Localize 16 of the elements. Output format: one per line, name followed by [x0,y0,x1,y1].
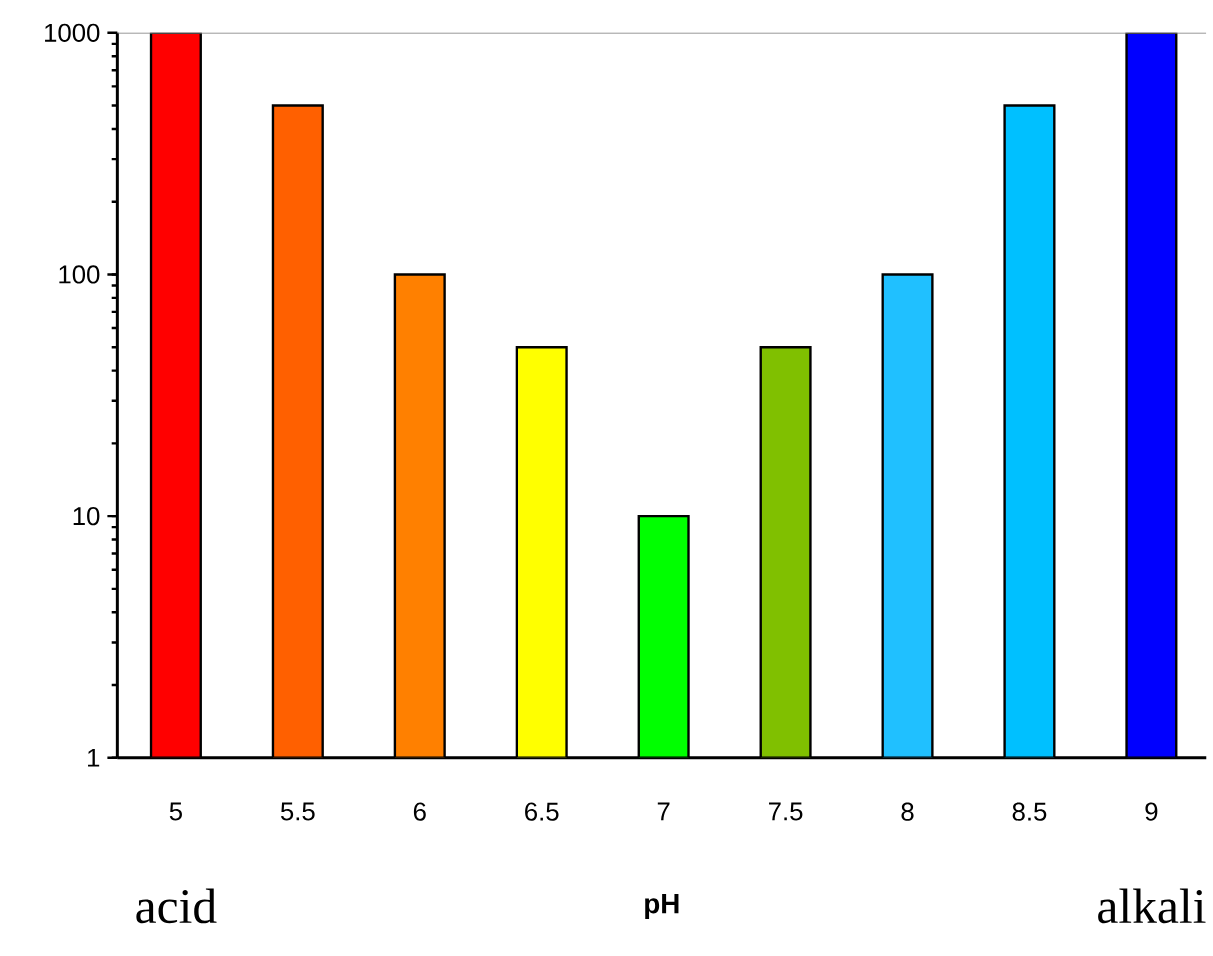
x-tick-label: 8 [901,802,914,821]
x-tick-label: 5.5 [280,802,315,821]
x-tick-label: 9 [1145,802,1158,821]
x-tick-label: 8.5 [1012,802,1047,821]
x-tick-label: 7.5 [769,802,803,821]
x-axis-title: pH [645,894,679,920]
text: alkali [1098,888,1206,924]
y-tick-label: 1000 [45,23,100,43]
x-tick-label: 5 [169,802,182,821]
text: acid [136,888,217,924]
x-tick-label: 6.5 [525,802,559,821]
y-tick-label: 1 [88,749,100,767]
y-tick-label: 100 [59,265,100,284]
x-tick-label: 6 [413,802,426,821]
y-tick-label: 10 [73,507,100,526]
x-tick-label: 7 [657,802,670,821]
